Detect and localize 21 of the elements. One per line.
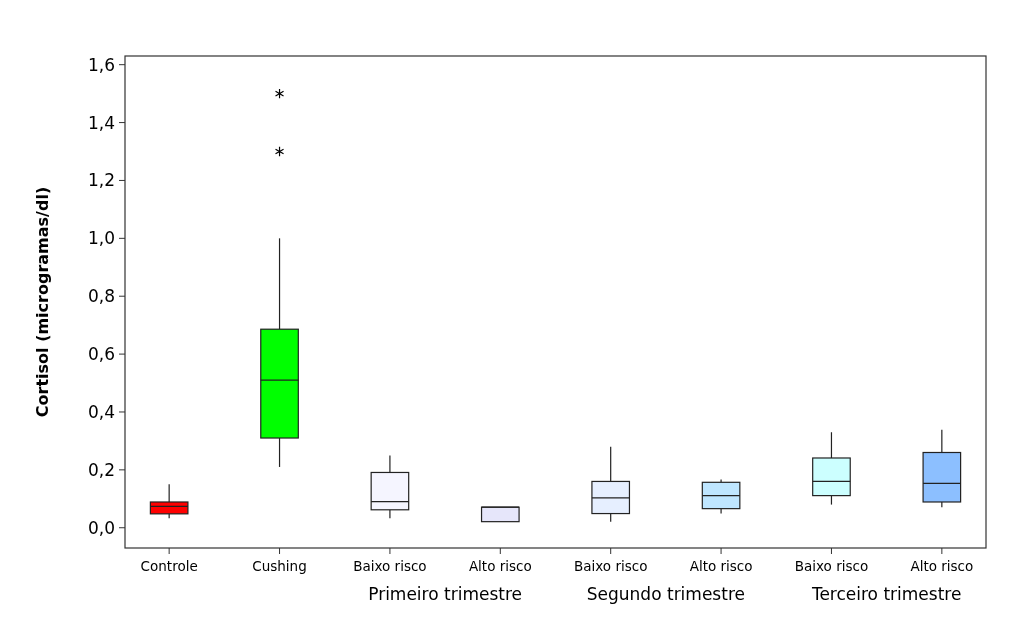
text: Terceiro trimestre bbox=[810, 584, 962, 604]
x-tick-label: Baixo risco bbox=[794, 558, 869, 574]
x-tick-label: Cushing bbox=[252, 558, 307, 574]
x-tick-label: Baixo risco bbox=[353, 558, 427, 574]
y-tick-label: 1,2 bbox=[87, 170, 115, 191]
y-tick-label: 0,8 bbox=[87, 286, 115, 307]
text: Primeiro trimestre bbox=[368, 584, 523, 604]
y-tick-label: 0,6 bbox=[87, 344, 115, 365]
y-tick-label: 1,4 bbox=[87, 112, 115, 133]
x-tick-label: Alto risco bbox=[910, 558, 974, 574]
x-tick-label: Controle bbox=[140, 558, 198, 574]
x-tick-label: Alto risco bbox=[468, 558, 532, 574]
y-axis-title: Cortisol (microgramas/dl) bbox=[33, 186, 52, 418]
y-tick-label: 1,0 bbox=[87, 228, 115, 249]
x-tick-label: Alto risco bbox=[689, 558, 753, 574]
y-tick-label: 1,6 bbox=[87, 54, 115, 75]
y-tick-label: 0,4 bbox=[87, 401, 115, 422]
x-tick-label: Baixo risco bbox=[573, 558, 648, 574]
text: Segundo trimestre bbox=[586, 584, 745, 604]
y-tick-label: 0,0 bbox=[87, 517, 115, 538]
y-tick-label: 0,2 bbox=[87, 459, 115, 480]
